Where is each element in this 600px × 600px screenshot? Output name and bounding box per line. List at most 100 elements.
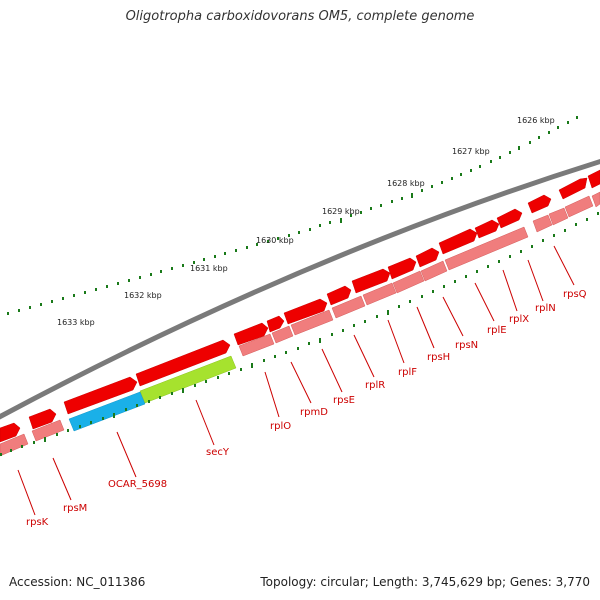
- lower-tick: [553, 234, 555, 237]
- cds-box: [532, 214, 553, 233]
- scale-dot: [370, 207, 372, 210]
- cds-box: [362, 282, 397, 306]
- lower-ticks: [0, 212, 599, 456]
- scale-dot: [182, 264, 184, 267]
- lower-tick: [285, 351, 287, 354]
- gene-secy-box: [139, 355, 237, 404]
- scale-dot: [350, 214, 352, 217]
- scale-dot: [160, 270, 162, 273]
- genome-summary-text: Topology: circular; Length: 3,745,629 bp…: [260, 575, 590, 589]
- gene-arrow: [0, 422, 21, 443]
- lower-tick: [531, 245, 533, 248]
- lower-tick: [498, 260, 500, 263]
- scale-dot: [40, 303, 42, 306]
- label-rpse: rpsE: [333, 395, 355, 406]
- scale-dot: [95, 288, 97, 291]
- leader-rpmd: [290, 361, 312, 404]
- scale-label: 1632 kbp: [124, 291, 162, 300]
- accession-text: Accession: NC_011386: [9, 575, 146, 589]
- leader-rplf: [387, 319, 405, 364]
- lower-tick: [228, 372, 230, 375]
- lower-tick: [90, 421, 92, 424]
- genome-backbone: [0, 158, 600, 420]
- lower-tick: [597, 212, 599, 215]
- lower-tick: [487, 265, 489, 268]
- cds-box: [238, 333, 275, 357]
- scale-dot: [529, 141, 531, 144]
- gene-arrows: [0, 169, 600, 443]
- gene-arrow: [474, 219, 500, 239]
- label-ocar-5698: OCAR_5698: [108, 479, 167, 490]
- lower-tick: [342, 329, 344, 332]
- cds-boxes: [0, 191, 600, 457]
- scale-dot: [460, 173, 462, 176]
- label-rpsm: rpsM: [63, 503, 87, 514]
- cds-box: [420, 260, 448, 282]
- scale-dot: [128, 279, 130, 282]
- gene-arrow: [351, 268, 391, 294]
- lower-tick: [148, 400, 150, 403]
- cds-box: [444, 226, 529, 271]
- leader-rpln: [527, 259, 544, 302]
- gene-arrow: [135, 339, 231, 387]
- scale-dot: [470, 169, 472, 172]
- lower-tick: [586, 218, 588, 221]
- scale-dot: [29, 306, 31, 309]
- scale-dot: [401, 197, 403, 200]
- leader-rpsm: [52, 457, 72, 501]
- scale-dot: [150, 273, 152, 276]
- scale-tick-major: [340, 218, 342, 223]
- scale-dot: [451, 177, 453, 180]
- lower-tick: [159, 396, 161, 399]
- cds-box: [290, 309, 334, 336]
- label-rpsh: rpsH: [427, 352, 450, 363]
- scale-label: 1626 kbp: [517, 116, 555, 125]
- scale-dot: [421, 189, 423, 192]
- scale-dot: [431, 185, 433, 188]
- lower-tick: [443, 285, 445, 288]
- map-title: Oligotropha carboxidovorans OM5, complet…: [125, 9, 475, 24]
- lower-tick: [421, 295, 423, 298]
- lower-tick-major: [387, 310, 389, 315]
- gene-arrow: [326, 285, 352, 306]
- leader-ocar-5698: [116, 431, 137, 478]
- lower-tick: [465, 275, 467, 278]
- label-rpsq: rpsQ: [563, 289, 587, 300]
- scale-dot: [490, 160, 492, 163]
- scale-label: 1627 kbp: [452, 147, 490, 156]
- scale-dot: [509, 151, 511, 154]
- scale-dot: [117, 282, 119, 285]
- label-rple: rplE: [487, 325, 507, 336]
- lower-tick: [79, 425, 81, 428]
- scale-tick-major: [411, 193, 413, 198]
- lower-tick: [331, 333, 333, 336]
- scale-dot: [319, 224, 321, 227]
- gene-arrow: [496, 208, 523, 229]
- cds-box: [31, 419, 65, 442]
- scale-label: 1631 kbp: [190, 264, 228, 273]
- leader-rplo: [264, 371, 280, 418]
- label-rplr: rplR: [365, 380, 385, 391]
- scale-dot: [51, 300, 53, 303]
- gene-arrow: [558, 177, 588, 200]
- lower-tick: [409, 300, 411, 303]
- gene-ocar-5698-box: [68, 391, 146, 432]
- scale-label: 1628 kbp: [387, 179, 425, 188]
- lower-tick: [575, 223, 577, 226]
- leader-secy: [195, 399, 215, 446]
- scale-dot: [576, 116, 578, 119]
- gene-arrow: [527, 194, 552, 214]
- label-rpsk: rpsK: [26, 517, 49, 528]
- scale-dot: [267, 240, 269, 243]
- lower-tick: [520, 250, 522, 253]
- lower-tick: [102, 417, 104, 420]
- lower-tick: [274, 355, 276, 358]
- scale-dot: [7, 312, 9, 315]
- lower-tick-major: [251, 363, 253, 368]
- scale-dot: [557, 126, 559, 129]
- cds-box: [392, 270, 425, 294]
- scale-dot: [139, 276, 141, 279]
- label-rplx: rplX: [509, 314, 529, 325]
- lower-tick: [194, 384, 196, 387]
